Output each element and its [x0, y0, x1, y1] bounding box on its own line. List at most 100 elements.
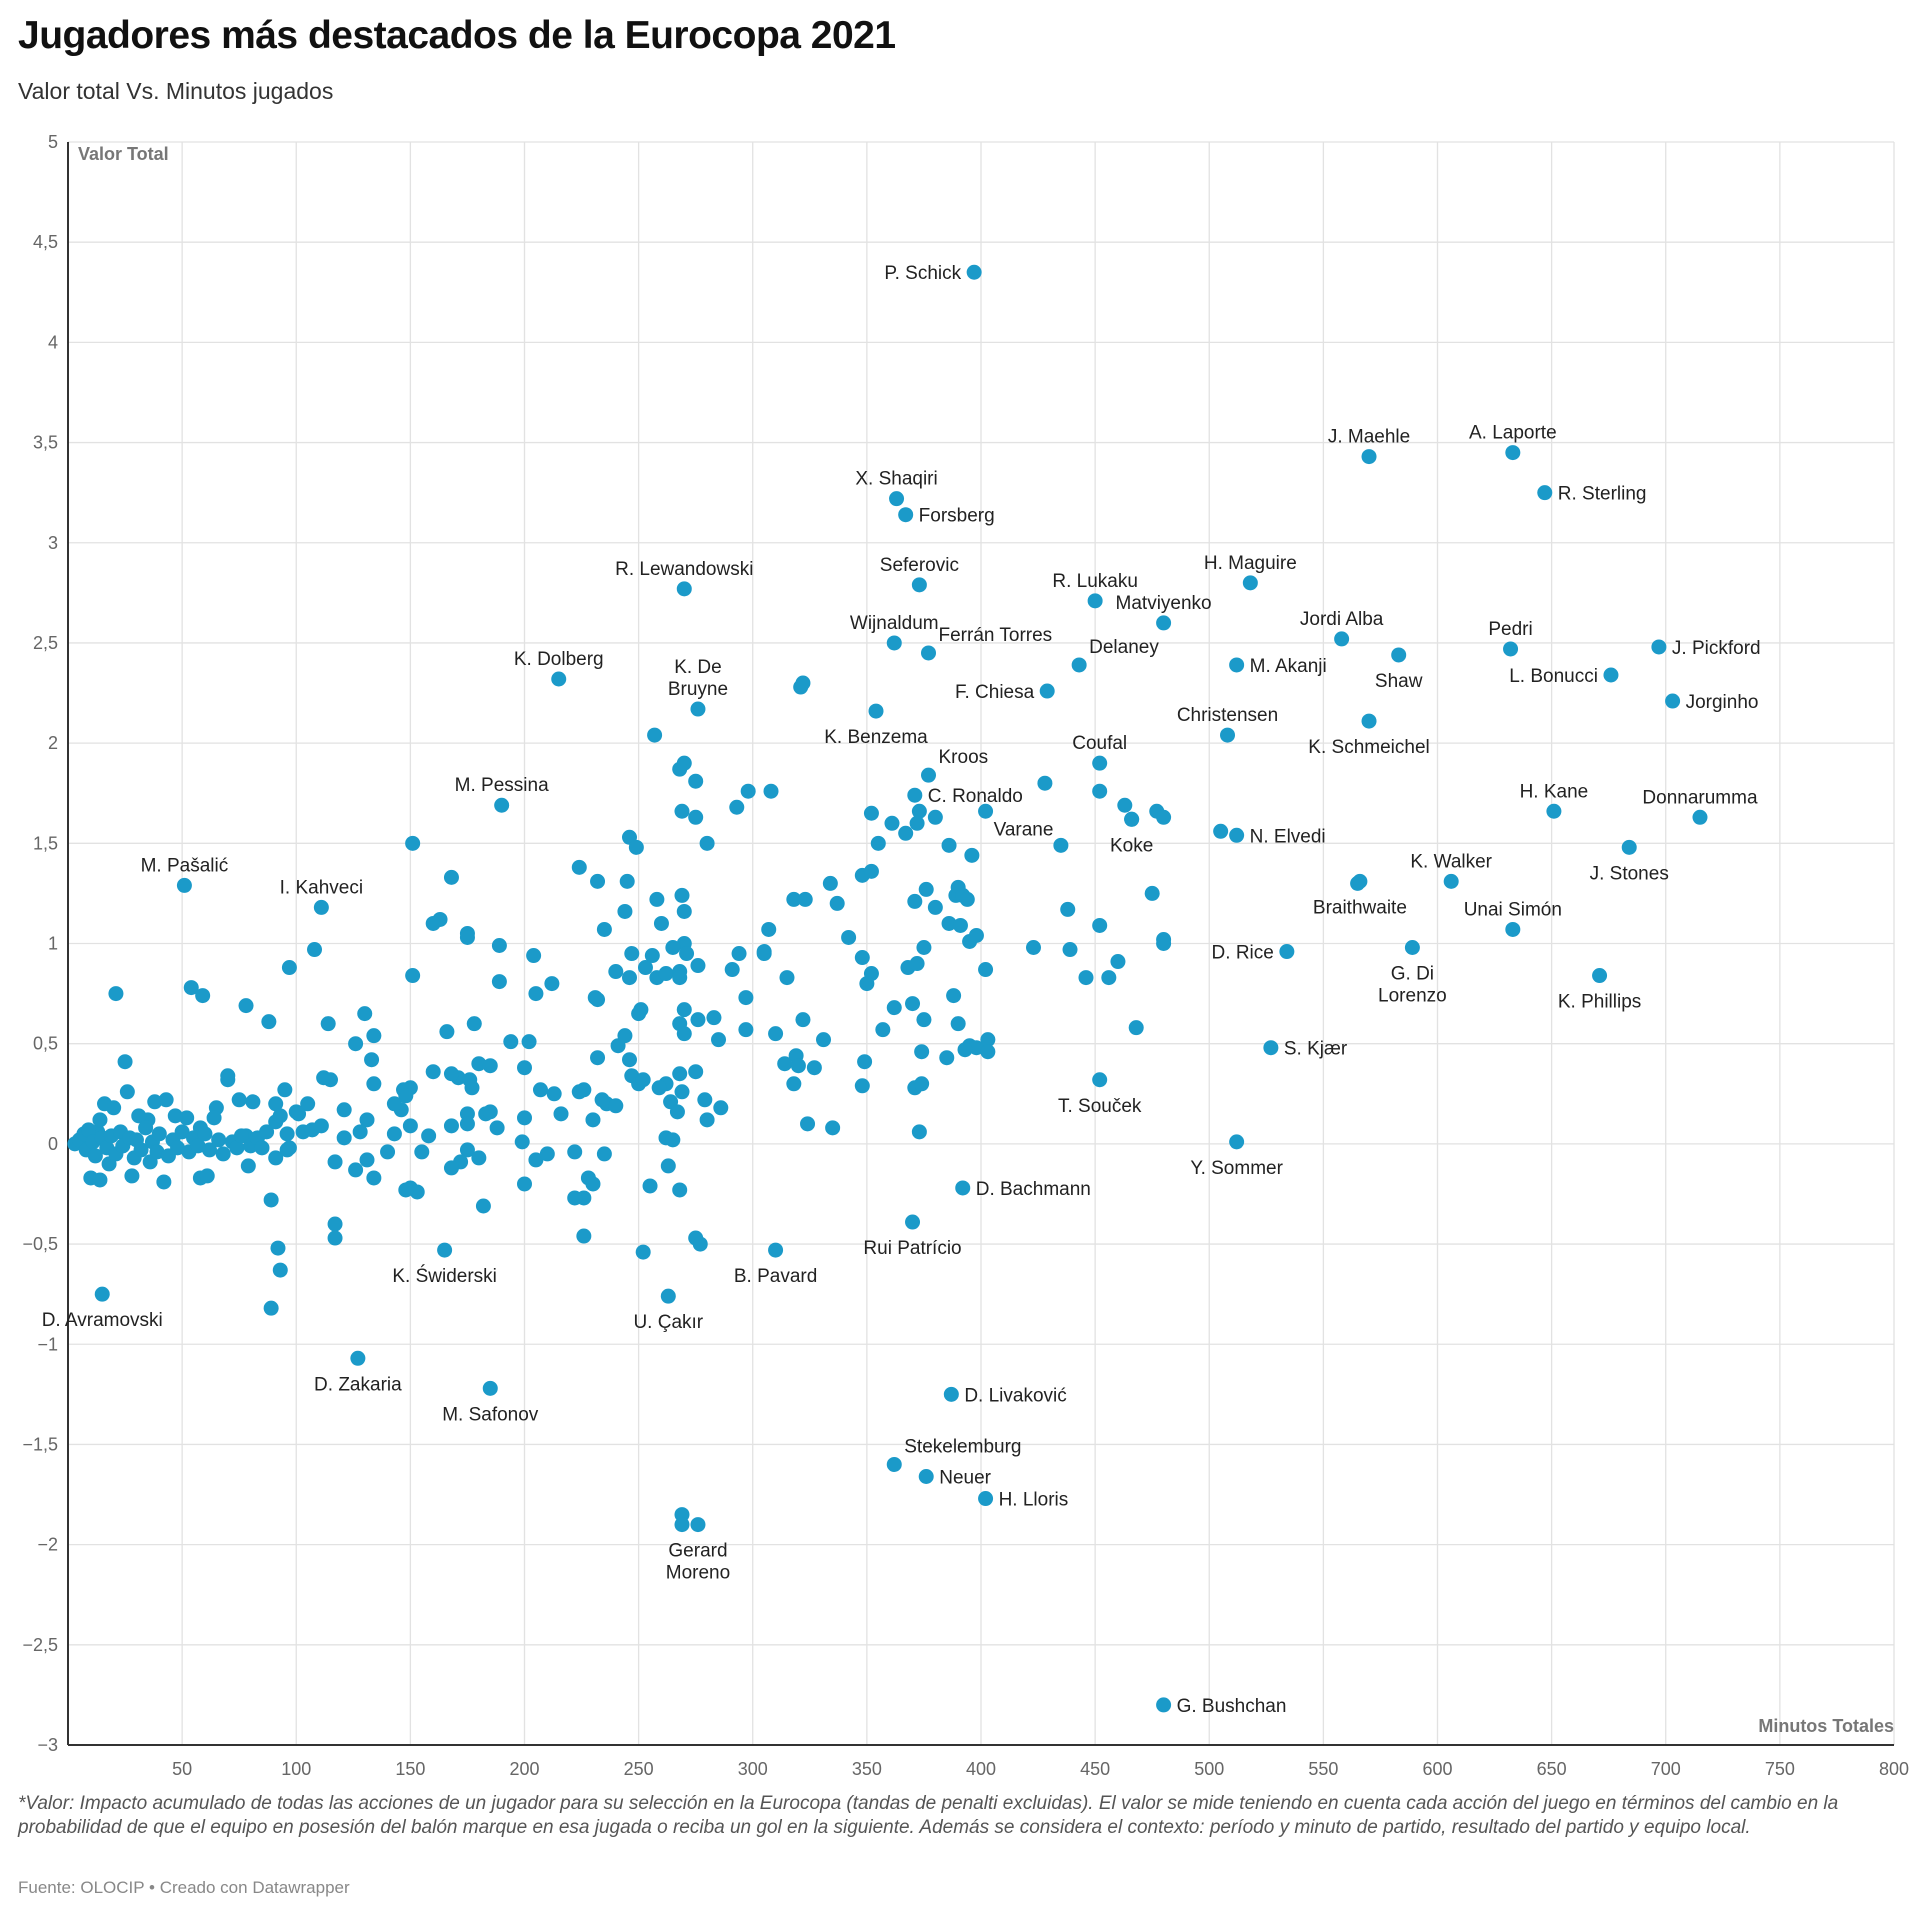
point-label: Kroos: [939, 747, 989, 768]
data-point: [649, 891, 665, 907]
data-point-labeled: [1592, 968, 1608, 984]
data-point: [816, 1032, 832, 1048]
data-point-labeled: [1603, 667, 1619, 683]
data-point: [608, 1098, 624, 1114]
data-point: [968, 927, 984, 943]
data-point: [914, 1076, 930, 1092]
y-tick-label: −1,5: [22, 1434, 58, 1454]
data-point: [660, 1158, 676, 1174]
data-point-labeled: [889, 491, 905, 507]
data-point: [635, 1244, 651, 1260]
data-point: [841, 929, 857, 945]
data-point: [183, 980, 199, 996]
data-point: [688, 809, 704, 825]
data-point: [459, 929, 475, 945]
data-point: [674, 803, 690, 819]
data-point: [1156, 936, 1172, 951]
data-point: [738, 990, 754, 1006]
data-point: [911, 803, 927, 819]
data-point: [621, 970, 637, 986]
data-point: [231, 1092, 247, 1108]
data-point: [327, 1216, 343, 1232]
y-axis-ticks: 5 4,5 4 3,5 3 2,5 2 1,5 1 0,5 0 −0,5 −1 −1,5 −2 −2,5 −3: [22, 132, 58, 1755]
y-tick-label: −2,5: [22, 1635, 58, 1655]
y-tick-label: 4: [48, 332, 58, 352]
data-point: [859, 976, 875, 992]
data-point-labeled: [1692, 809, 1708, 825]
data-point-labeled: [918, 1468, 934, 1484]
data-point: [313, 1118, 329, 1134]
point-label: B. Pavard: [734, 1266, 817, 1287]
y-tick-label: 4,5: [33, 232, 58, 252]
data-point: [829, 895, 845, 911]
point-label: J. Pickford: [1672, 638, 1761, 659]
grid-lines: [67, 141, 1895, 1746]
y-tick-label: 1,5: [33, 833, 58, 853]
data-point-labeled: [350, 1350, 366, 1366]
data-point: [471, 1150, 487, 1166]
data-point-labeled: [978, 1491, 994, 1507]
point-label: D. Avramovski: [42, 1310, 163, 1331]
data-point-labeled: [886, 1456, 902, 1472]
data-point: [676, 1002, 692, 1018]
data-point: [348, 1162, 364, 1178]
data-point: [300, 1096, 316, 1112]
data-point-labeled: [1087, 593, 1103, 609]
data-point-labeled: [1156, 615, 1172, 631]
source-credit: Fuente: OLOCIP • Creado con Datawrapper: [18, 1878, 350, 1897]
point-label: C. Ronaldo: [928, 786, 1023, 807]
x-tick-label: 50: [172, 1759, 192, 1779]
data-point: [1128, 1020, 1144, 1036]
point-label: M. Pessina: [455, 775, 549, 796]
data-point: [482, 1104, 498, 1120]
data-point: [532, 1082, 548, 1098]
data-point: [669, 1104, 685, 1120]
y-tick-label: 2,5: [33, 633, 58, 653]
point-label: Stekelemburg: [904, 1436, 1021, 1457]
x-tick-label: 750: [1765, 1759, 1795, 1779]
data-point: [870, 835, 886, 851]
data-point: [863, 863, 879, 879]
data-point: [147, 1094, 163, 1110]
chart-title: Jugadores más destacados de la Eurocopa …: [18, 14, 896, 57]
data-point-labeled: [1092, 1072, 1108, 1088]
data-point: [628, 839, 644, 855]
point-label: Ferrán Torres: [939, 625, 1053, 646]
data-point: [676, 1026, 692, 1042]
data-point: [674, 1084, 690, 1100]
x-tick-label: 400: [966, 1759, 996, 1779]
data-point: [1144, 885, 1160, 901]
data-point: [621, 1052, 637, 1068]
point-label: K. Benzema: [824, 727, 928, 748]
data-point: [517, 1060, 532, 1076]
data-point: [697, 1092, 713, 1108]
data-point: [619, 873, 635, 889]
data-point: [238, 998, 254, 1014]
point-label: J. Maehle: [1328, 427, 1410, 448]
x-tick-label: 450: [1080, 1759, 1110, 1779]
data-point-labeled: [921, 767, 937, 783]
data-point-labeled: [978, 803, 994, 819]
point-label: H. Kane: [1520, 781, 1589, 802]
data-point: [279, 1126, 295, 1142]
data-point-labeled: [690, 1517, 706, 1533]
point-label: R. Lewandowski: [615, 559, 753, 580]
data-point: [138, 1120, 154, 1136]
data-point: [544, 976, 560, 992]
data-point: [352, 1124, 368, 1140]
data-point: [672, 1182, 688, 1198]
point-label: Donnarumma: [1642, 787, 1758, 808]
data-point: [398, 1088, 414, 1104]
data-point: [795, 675, 811, 691]
data-point: [699, 1112, 715, 1128]
data-point-labeled: [494, 797, 510, 813]
point-label: H. Maguire: [1204, 553, 1297, 574]
data-point: [190, 1138, 206, 1154]
data-point: [886, 1000, 902, 1016]
data-point: [672, 970, 688, 986]
x-tick-label: 150: [395, 1759, 425, 1779]
point-label: M. Akanji: [1250, 656, 1327, 677]
data-point: [651, 1080, 667, 1096]
data-point-labeled: [898, 507, 914, 523]
data-point-labeled: [907, 787, 923, 803]
